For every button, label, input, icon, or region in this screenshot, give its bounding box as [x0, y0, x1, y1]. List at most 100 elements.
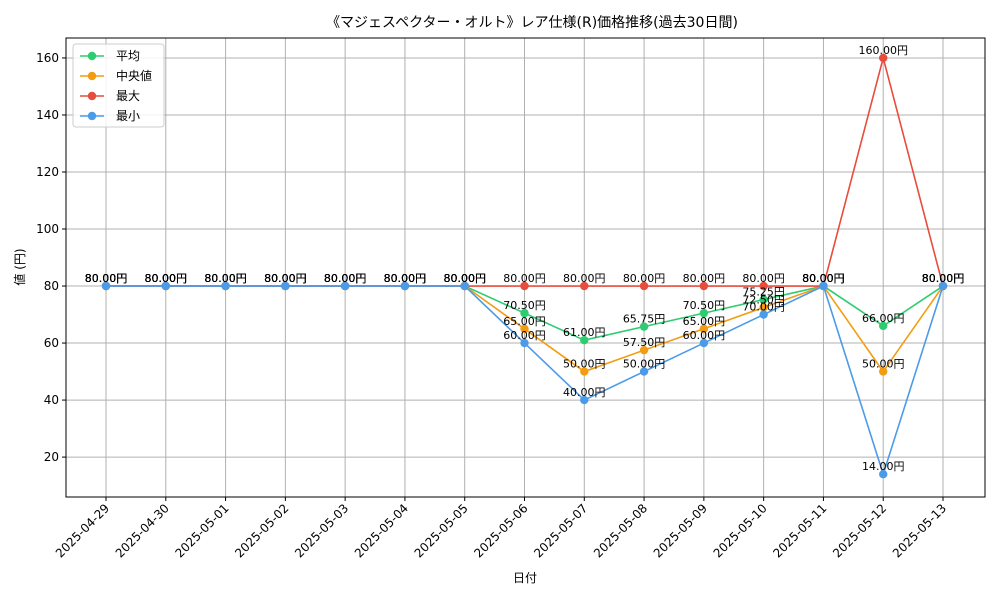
data-label: 80.00円: [145, 272, 188, 285]
grid-lines: [66, 38, 985, 497]
data-point: [699, 308, 709, 318]
data-label: 70.50円: [503, 299, 546, 312]
legend-item: 最小: [80, 109, 140, 123]
y-tick-label: 80: [44, 279, 59, 293]
data-label: 80.00円: [204, 272, 247, 285]
data-label: 72.50円: [742, 293, 785, 306]
x-tick-label: 2025-05-11: [770, 501, 829, 560]
x-tick-label: 2025-04-29: [53, 501, 112, 560]
data-point: [340, 281, 350, 291]
data-label: 75.25円: [742, 286, 785, 299]
x-tick-label: 2025-05-08: [591, 501, 650, 560]
y-tick-label: 140: [36, 108, 59, 122]
data-point: [161, 281, 170, 291]
data-point: [520, 338, 529, 348]
y-tick-label: 100: [36, 222, 59, 236]
series-3: [101, 281, 948, 479]
data-label: 57.50円: [623, 336, 666, 349]
data-point: [639, 281, 649, 291]
x-tick-label: 2025-05-07: [531, 501, 590, 560]
x-tick-label: 2025-05-06: [471, 501, 530, 560]
data-label: 80.00円: [443, 272, 486, 285]
data-label: 80.00円: [145, 272, 188, 285]
legend-marker: [87, 91, 97, 101]
legend-label: 中央値: [116, 68, 152, 83]
data-labels: 80.00円 80.00円 80.00円 80.00円 80.00円 80.00円 80.0…: [85, 44, 965, 473]
data-label: 80.00円: [922, 272, 965, 285]
x-tick-label: 2025-05-01: [172, 501, 231, 560]
data-label: 80.00円: [85, 272, 128, 285]
data-label: 80.00円: [324, 272, 367, 285]
data-label: 80.00円: [443, 272, 486, 285]
data-point: [580, 335, 589, 345]
y-tick-label: 160: [36, 51, 59, 65]
data-point: [699, 281, 709, 291]
data-point: [938, 281, 948, 291]
data-label: 80.00円: [443, 272, 486, 285]
data-point: [221, 281, 230, 291]
data-point: [639, 322, 649, 331]
x-tick-label: 2025-05-03: [292, 501, 351, 560]
data-point: [639, 367, 649, 376]
data-label: 80.00円: [324, 272, 367, 285]
data-label: 80.00円: [563, 272, 606, 285]
data-label: 60.00円: [683, 329, 726, 342]
data-label: 50.00円: [563, 358, 606, 371]
data-point: [400, 281, 410, 291]
data-label: 80.00円: [802, 272, 845, 285]
legend-box: [72, 43, 165, 128]
data-point: [879, 321, 888, 331]
data-point: [520, 308, 529, 318]
data-point: [520, 281, 529, 291]
data-label: 65.00円: [503, 315, 546, 328]
data-label: 80.00円: [264, 272, 307, 285]
data-label: 80.00円: [384, 272, 427, 285]
data-label: 65.00円: [683, 315, 726, 328]
data-label: 80.00円: [802, 272, 845, 285]
data-label: 50.00円: [862, 358, 905, 371]
legend-item: 最大: [80, 89, 140, 103]
x-tick-label: 2025-05-04: [352, 501, 411, 560]
data-label: 80.00円: [683, 272, 726, 285]
data-point: [759, 295, 768, 304]
data-label: 70.50円: [683, 299, 726, 312]
data-label: 160.00円: [858, 44, 908, 57]
y-tick-label: 60: [44, 336, 59, 350]
data-label: 65.75円: [623, 313, 666, 326]
data-point: [520, 324, 529, 333]
data-label: 80.00円: [384, 272, 427, 285]
chart-title: 《マジェスペクター・オルト》レア仕様(R)価格推移(過去30日間): [326, 15, 738, 31]
data-point: [460, 281, 469, 291]
legend-item: 平均: [80, 49, 140, 63]
x-tick-label: 2025-04-30: [113, 501, 172, 560]
x-axis-label: 日付: [513, 571, 537, 585]
data-label: 80.00円: [264, 272, 307, 285]
legend-marker: [87, 51, 97, 61]
data-label: 40.00円: [563, 386, 606, 399]
data-point: [580, 367, 589, 376]
data-label: 80.00円: [204, 272, 247, 285]
data-point: [759, 281, 768, 291]
data-label: 80.00円: [85, 272, 128, 285]
data-point: [699, 324, 709, 333]
data-label: 80.00円: [742, 272, 785, 285]
y-axis: 20 40 60 80 100 120 140 160: [36, 51, 66, 464]
data-label: 80.00円: [802, 272, 845, 285]
x-tick-label: 2025-05-05: [412, 501, 471, 560]
legend-label: 最小: [116, 109, 140, 123]
data-label: 80.00円: [264, 272, 307, 285]
data-point: [580, 281, 589, 291]
data-point: [580, 395, 589, 405]
legend-label: 平均: [116, 49, 140, 63]
data-label: 80.00円: [145, 272, 188, 285]
data-label: 50.00円: [623, 358, 666, 371]
data-label: 80.00円: [623, 272, 666, 285]
data-label: 80.00円: [204, 272, 247, 285]
x-tick-label: 2025-05-09: [651, 501, 710, 560]
data-label: 80.00円: [802, 272, 845, 285]
data-point: [879, 469, 888, 479]
data-label: 80.00円: [384, 272, 427, 285]
x-tick-label: 2025-05-02: [232, 501, 291, 560]
